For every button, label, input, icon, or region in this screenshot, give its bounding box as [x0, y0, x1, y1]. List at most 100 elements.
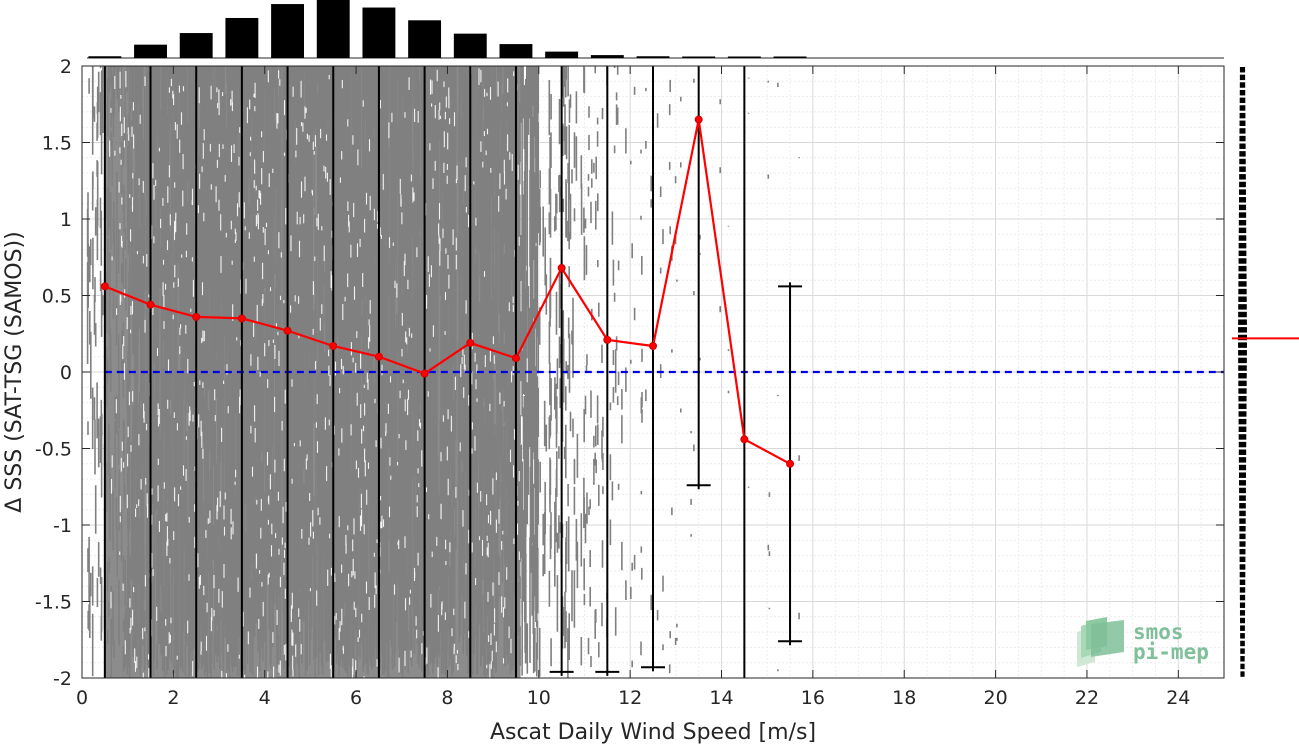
- right-histogram-bar: [1238, 220, 1247, 226]
- y-tick-label: -1: [53, 515, 72, 537]
- right-histogram-bar: [1239, 587, 1246, 593]
- mean-point: [420, 369, 429, 378]
- x-tick-label: 2: [167, 687, 179, 709]
- x-tick-label: 8: [441, 687, 453, 709]
- right-histogram-bar: [1239, 510, 1246, 517]
- right-histogram-bar: [1238, 342, 1247, 348]
- right-histogram-bar: [1238, 365, 1247, 371]
- right-histogram-bar: [1239, 67, 1246, 73]
- top-histogram-bar: [773, 56, 807, 58]
- right-histogram-bar: [1239, 158, 1246, 165]
- mean-point: [511, 354, 520, 363]
- x-tick-label: 0: [76, 687, 88, 709]
- top-histogram-bar: [590, 55, 624, 58]
- right-histogram-bar: [1238, 357, 1247, 364]
- y-tick-label: 0.5: [42, 286, 72, 308]
- right-histogram-bar: [1239, 503, 1246, 509]
- right-histogram-bar: [1238, 296, 1247, 302]
- right-histogram-bar: [1238, 227, 1247, 234]
- right-histogram-bar: [1240, 640, 1245, 647]
- top-histogram-bar: [682, 56, 716, 58]
- top-histogram-bar: [408, 20, 442, 58]
- top-histogram-bar: [271, 4, 305, 58]
- mean-point: [329, 341, 338, 350]
- right-histogram-bar: [1238, 373, 1247, 379]
- right-histogram-bar: [1239, 579, 1246, 585]
- right-histogram-bar: [1239, 143, 1246, 149]
- right-histogram-bar: [1238, 212, 1247, 218]
- right-histogram-bar: [1238, 411, 1247, 417]
- right-histogram-bar: [1238, 403, 1247, 410]
- right-histogram-bar: [1239, 548, 1246, 555]
- right-histogram-bar: [1239, 135, 1246, 142]
- x-tick-label: 10: [527, 687, 551, 709]
- right-histogram-bar: [1239, 487, 1246, 494]
- mean-point: [557, 263, 566, 272]
- right-histogram-bar: [1239, 533, 1246, 540]
- right-histogram-bar: [1238, 311, 1247, 318]
- right-histogram-bar: [1239, 602, 1246, 608]
- y-tick-label: 0: [60, 362, 72, 384]
- top-histogram-bar: [545, 51, 579, 58]
- right-histogram-bar: [1238, 319, 1247, 325]
- right-histogram-bar: [1239, 518, 1246, 524]
- mean-difference-line: [100, 115, 795, 468]
- right-histogram-bar: [1239, 181, 1246, 188]
- x-axis-label: Ascat Daily Wind Speed [m/s]: [490, 720, 816, 745]
- right-histogram-bar: [1239, 105, 1246, 111]
- right-histogram-bar: [1238, 426, 1247, 432]
- top-histogram-bar: [88, 56, 122, 58]
- top-histogram: [87, 0, 1224, 59]
- logo-line2: pi-mep: [1133, 640, 1209, 664]
- right-histogram-bar: [1239, 526, 1246, 532]
- right-histogram-bar: [1238, 288, 1247, 295]
- mean-point: [740, 435, 749, 444]
- top-histogram-bar: [225, 17, 259, 58]
- top-histogram-bar: [316, 0, 350, 58]
- right-histogram-bar: [1240, 656, 1245, 662]
- right-histogram-bar: [1238, 418, 1247, 425]
- y-tick-label: -0.5: [35, 439, 72, 461]
- mean-point: [603, 335, 612, 344]
- mean-point: [786, 459, 795, 468]
- right-histogram-bar: [1238, 273, 1247, 279]
- right-histogram-bar: [1239, 128, 1246, 134]
- right-histogram-bar: [1238, 350, 1247, 356]
- right-histogram-bar: [1238, 265, 1247, 272]
- right-histogram-bar: [1238, 304, 1247, 310]
- logo-line1: smos: [1133, 620, 1184, 644]
- y-tick-label: -1.5: [35, 592, 72, 614]
- right-histogram-bar: [1239, 166, 1246, 172]
- y-tick-label: -2: [53, 668, 72, 690]
- mean-point: [466, 338, 475, 347]
- right-histogram-bar: [1238, 434, 1247, 440]
- right-histogram-bar: [1240, 625, 1245, 631]
- top-histogram-bar: [134, 44, 167, 58]
- right-histogram-bar: [1239, 89, 1246, 96]
- right-histogram-bar: [1238, 327, 1247, 333]
- mean-point: [192, 312, 201, 321]
- mean-line: [104, 119, 791, 465]
- right-histogram-bar: [1238, 380, 1247, 387]
- right-histogram-bar: [1239, 564, 1246, 570]
- right-histogram-bar: [1239, 610, 1246, 616]
- logo: smos pi-mep: [1077, 617, 1209, 667]
- mean-point: [100, 282, 109, 291]
- right-histogram-bar: [1238, 441, 1247, 448]
- right-histogram-bar: [1238, 449, 1247, 455]
- right-histogram-bar: [1240, 617, 1245, 624]
- right-histogram-bar: [1239, 97, 1246, 104]
- x-tick-label: 4: [259, 687, 271, 709]
- right-histogram-bar: [1238, 250, 1247, 257]
- right-histogram-bar: [1239, 151, 1246, 157]
- logo-icon: [1077, 617, 1124, 667]
- x-tick-label: 14: [709, 687, 733, 709]
- right-histogram-bar: [1239, 189, 1246, 195]
- right-histogram-bar: [1239, 112, 1246, 119]
- top-histogram-bar: [499, 44, 533, 58]
- right-histogram-bar: [1239, 556, 1246, 563]
- right-histogram-bar: [1238, 242, 1247, 249]
- right-histogram-bar: [1238, 388, 1247, 394]
- axis-ticks: 0 2 4 6 8 10 12 14 16 18 20 22 24-2-1.5-1-0.500.511.…: [35, 56, 1224, 709]
- right-histogram-bar: [1238, 457, 1247, 463]
